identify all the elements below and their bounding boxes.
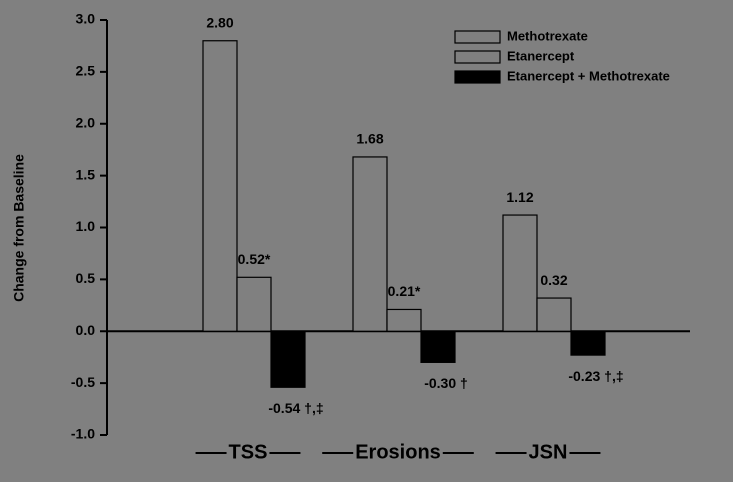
legend-label: Methotrexate [507, 28, 588, 43]
value-label: 2.80 [206, 14, 233, 30]
value-label: -0.23 †,‡ [568, 368, 623, 384]
y-tick-label: -0.5 [71, 374, 95, 390]
legend-swatch [454, 50, 501, 64]
y-tick-label: 2.0 [76, 114, 96, 130]
y-tick-label: 1.0 [76, 218, 96, 234]
value-label: -0.30 † [424, 375, 468, 391]
bar [352, 156, 388, 332]
bar [236, 276, 272, 332]
y-tick-label: 0.0 [76, 322, 96, 338]
value-label: 0.32 [540, 272, 567, 288]
y-tick-label: -1.0 [71, 426, 95, 442]
y-tick-label: 0.5 [76, 270, 96, 286]
legend-label: Etanercept [507, 48, 575, 63]
bar [386, 308, 422, 332]
y-tick-label: 2.5 [76, 63, 96, 79]
legend-label: Etanercept + Methotrexate [507, 68, 670, 83]
y-axis-title: Change from Baseline [11, 154, 27, 302]
x-tick-label: TSS [229, 441, 268, 463]
legend-swatch [454, 70, 501, 84]
y-tick-label: 1.5 [76, 166, 96, 182]
bar [536, 297, 572, 332]
bar [420, 330, 456, 363]
bar [570, 330, 606, 356]
value-label: 0.21* [388, 283, 421, 299]
value-label: 1.68 [356, 131, 383, 147]
value-label: 1.12 [506, 189, 533, 205]
bar [202, 40, 238, 332]
legend-swatch [454, 30, 501, 44]
bar [270, 330, 306, 388]
value-label: 0.52* [238, 251, 271, 267]
bar [502, 214, 538, 332]
y-tick-label: 3.0 [76, 11, 96, 27]
x-tick-label: JSN [529, 441, 568, 463]
x-tick-label: Erosions [355, 441, 441, 463]
value-label: -0.54 †,‡ [268, 400, 323, 416]
